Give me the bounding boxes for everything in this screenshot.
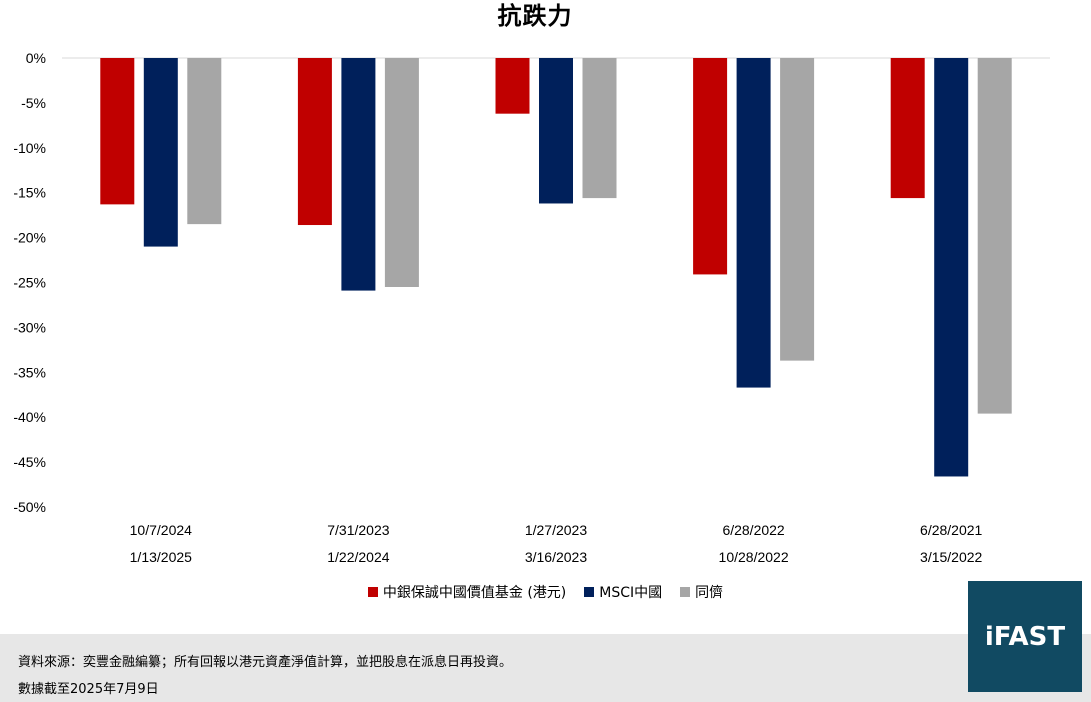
bar-msci bbox=[736, 58, 771, 388]
legend-label-peers: 同儕 bbox=[695, 585, 724, 601]
chart-legend: 中銀保誠中國價值基金 (港元) MSCI中國 同儕 bbox=[0, 582, 1091, 602]
y-tick-label: -15% bbox=[13, 185, 46, 201]
x-tick-label-start: 1/27/2023 bbox=[525, 522, 587, 538]
y-tick-label: -45% bbox=[13, 454, 46, 470]
y-tick-label: -10% bbox=[13, 140, 46, 156]
legend-item-peers: 同儕 bbox=[680, 582, 723, 602]
y-tick-label: -25% bbox=[13, 275, 46, 291]
bar-fund bbox=[890, 58, 925, 199]
y-tick-label: -5% bbox=[21, 95, 46, 111]
bar-peers bbox=[187, 58, 222, 225]
x-tick-label-end: 3/16/2023 bbox=[525, 549, 587, 565]
legend-label-fund: 中銀保誠中國價值基金 (港元) bbox=[382, 585, 567, 601]
bar-chart: 0% -5% -10% -15% -20% -25% -30% -35% -40% -45% -50… bbox=[13, 50, 1050, 565]
y-tick-label: 0% bbox=[26, 50, 46, 66]
y-tick-label: -20% bbox=[13, 230, 46, 246]
x-tick-label-start: 6/28/2022 bbox=[722, 522, 784, 538]
bar-fund bbox=[100, 58, 135, 205]
source-note: 資料來源：奕豐金融編纂；所有回報以港元資產淨值計算，並把股息在派息日再投資。 bbox=[18, 655, 513, 670]
bar-fund bbox=[297, 58, 332, 226]
bar-peers bbox=[582, 58, 617, 199]
data-date-note: 數據截至2025年7月9日 bbox=[18, 682, 159, 697]
x-tick-label-end: 3/15/2022 bbox=[920, 549, 982, 565]
bar-peers bbox=[977, 58, 1012, 414]
chart-title: 抗跌力 bbox=[497, 2, 573, 30]
bar-msci bbox=[539, 58, 573, 204]
bar-msci bbox=[143, 58, 178, 247]
x-tick-label-end: 1/13/2025 bbox=[130, 549, 192, 565]
bar-peers bbox=[780, 58, 815, 361]
x-tick-label-end: 10/28/2022 bbox=[719, 549, 789, 565]
legend-swatch-peers bbox=[680, 587, 691, 597]
y-tick-label: -40% bbox=[13, 409, 46, 425]
ifast-logo: iFAST bbox=[968, 581, 1082, 692]
bar-peers bbox=[384, 58, 419, 287]
footer: 資料來源：奕豐金融編纂；所有回報以港元資產淨值計算，並把股息在派息日再投資。 數… bbox=[0, 634, 1091, 702]
x-tick-label-start: 6/28/2021 bbox=[920, 522, 982, 538]
bar-msci bbox=[934, 58, 969, 477]
bar-msci bbox=[341, 58, 376, 291]
y-tick-label: -35% bbox=[13, 364, 46, 380]
legend-swatch-fund bbox=[367, 587, 378, 597]
legend-label-msci: MSCI中國 bbox=[599, 585, 663, 601]
y-tick-label: -50% bbox=[13, 499, 46, 515]
bar-fund bbox=[495, 58, 530, 114]
legend-item-msci: MSCI中國 bbox=[584, 582, 662, 602]
x-tick-label-end: 1/22/2024 bbox=[327, 549, 389, 565]
x-tick-label-start: 10/7/2024 bbox=[130, 522, 192, 538]
y-tick-label: -30% bbox=[13, 319, 46, 335]
legend-item-fund: 中銀保誠中國價值基金 (港元) bbox=[367, 582, 567, 602]
legend-swatch-msci bbox=[584, 587, 595, 597]
bar-fund bbox=[693, 58, 728, 275]
x-tick-label-start: 7/31/2023 bbox=[327, 522, 389, 538]
